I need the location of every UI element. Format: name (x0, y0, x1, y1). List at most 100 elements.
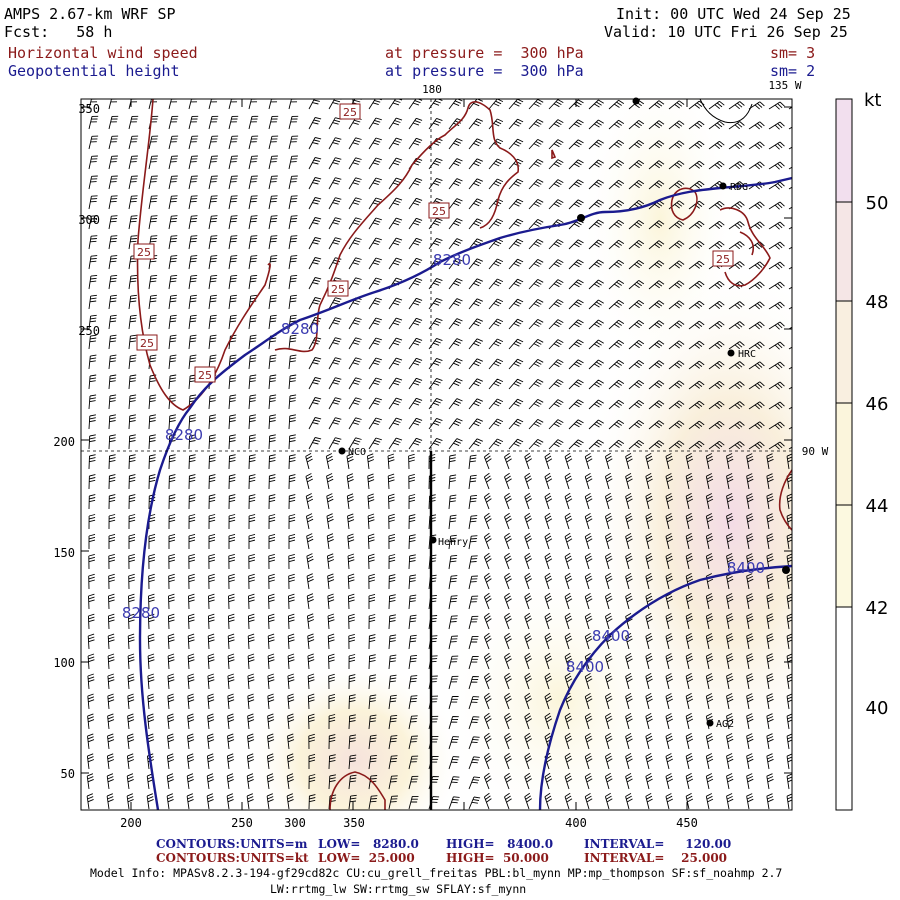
wind-barb (564, 592, 573, 610)
speed-contour-label: 25 (136, 334, 158, 351)
wind-barb (508, 338, 524, 350)
wind-barb (548, 399, 564, 410)
wind-barb (87, 713, 95, 730)
wind-barb (728, 221, 745, 230)
wind-barb (564, 712, 573, 730)
y-tick-label: 100 (53, 656, 75, 670)
wind-barb (107, 713, 115, 730)
wind-barb (168, 354, 177, 370)
wind-barb (665, 673, 674, 690)
wind-barb (608, 99, 625, 110)
wind-barb (708, 380, 725, 390)
wind-barb (488, 178, 504, 190)
speed-contours-high: HIGH= 50.000 (446, 851, 549, 865)
wind-barb (128, 135, 139, 150)
wind-barb (288, 334, 297, 350)
wind-barb (327, 593, 335, 610)
wind-barb (208, 195, 218, 210)
wind-barb (186, 753, 195, 770)
wind-barb (287, 693, 295, 710)
graticule (81, 99, 792, 452)
wind-barb (786, 693, 792, 710)
wind-barb (408, 675, 418, 690)
wind-barb (128, 215, 138, 230)
wind-barb (188, 115, 199, 130)
wind-barb (128, 374, 137, 390)
wind-barb (388, 493, 395, 510)
wind-barb (524, 752, 532, 770)
wind-barb (504, 732, 512, 750)
wind-barb (564, 752, 573, 770)
wind-barb (488, 198, 504, 210)
wind-barb (588, 419, 604, 430)
wind-barb (468, 198, 483, 210)
wind-barb (188, 474, 196, 490)
speed-contour-label: 25 (327, 280, 349, 297)
wind-barb (448, 378, 463, 390)
wind-barb (786, 573, 792, 590)
wind-barb (728, 201, 745, 210)
wind-barb (108, 334, 117, 350)
wind-barb (504, 512, 512, 530)
field1-name: Horizontal wind speed (8, 44, 198, 62)
wind-barb (346, 493, 354, 510)
wind-barb (508, 278, 524, 290)
wind-barb (665, 513, 674, 530)
wind-barb (668, 180, 685, 190)
wind-barb (348, 257, 362, 270)
wind-barb (748, 261, 765, 270)
wind-barb (468, 474, 477, 490)
wind-barb (665, 453, 674, 470)
wind-barb (604, 492, 613, 510)
wind-barb (468, 438, 483, 450)
wind-barb (408, 594, 417, 610)
wind-barb (167, 733, 175, 750)
wind-barb (705, 593, 714, 610)
wind-barb (288, 593, 295, 610)
wind-barb (86, 773, 94, 790)
wind-barb (524, 652, 532, 670)
wind-barb (146, 793, 154, 810)
wind-barb (766, 473, 774, 490)
wind-barb (708, 360, 725, 370)
wind-barb (705, 633, 714, 650)
wind-barb (248, 314, 257, 330)
wind-barb (648, 160, 665, 170)
wind-barb (628, 440, 645, 450)
wind-barb (127, 713, 135, 730)
wind-barb (468, 696, 480, 710)
wind-barb (688, 300, 705, 310)
wind-barb (247, 713, 255, 730)
wind-barb (368, 357, 382, 370)
wind-barb (186, 773, 194, 790)
wind-barb (348, 694, 356, 710)
wind-barb (645, 773, 653, 790)
wind-barb (148, 175, 158, 190)
wind-barb (88, 414, 96, 430)
wind-barb (127, 693, 135, 710)
wind-barb (228, 454, 236, 470)
wind-barb (564, 732, 573, 750)
svg-text:25: 25 (198, 369, 212, 382)
svg-text:25: 25 (716, 253, 730, 266)
wind-barb (288, 195, 298, 210)
wind-barb (685, 533, 694, 550)
wind-barb (248, 175, 258, 190)
wind-barb (668, 320, 685, 330)
wind-barb (766, 733, 774, 750)
wind-barb (368, 734, 377, 750)
wind-barb (688, 380, 705, 390)
wind-barb (508, 318, 524, 330)
wind-barb (168, 215, 178, 230)
wind-barb (548, 319, 564, 330)
wind-barb (328, 437, 342, 450)
wind-barb (288, 115, 299, 130)
wind-barb (348, 137, 362, 150)
wind-barb (748, 141, 765, 150)
wind-barb (528, 339, 544, 350)
height-contour-label: 8280 (122, 604, 160, 622)
wind-barb (608, 339, 625, 350)
wind-barb (368, 99, 382, 110)
wind-barb (268, 514, 276, 530)
wind-barb (504, 552, 512, 570)
